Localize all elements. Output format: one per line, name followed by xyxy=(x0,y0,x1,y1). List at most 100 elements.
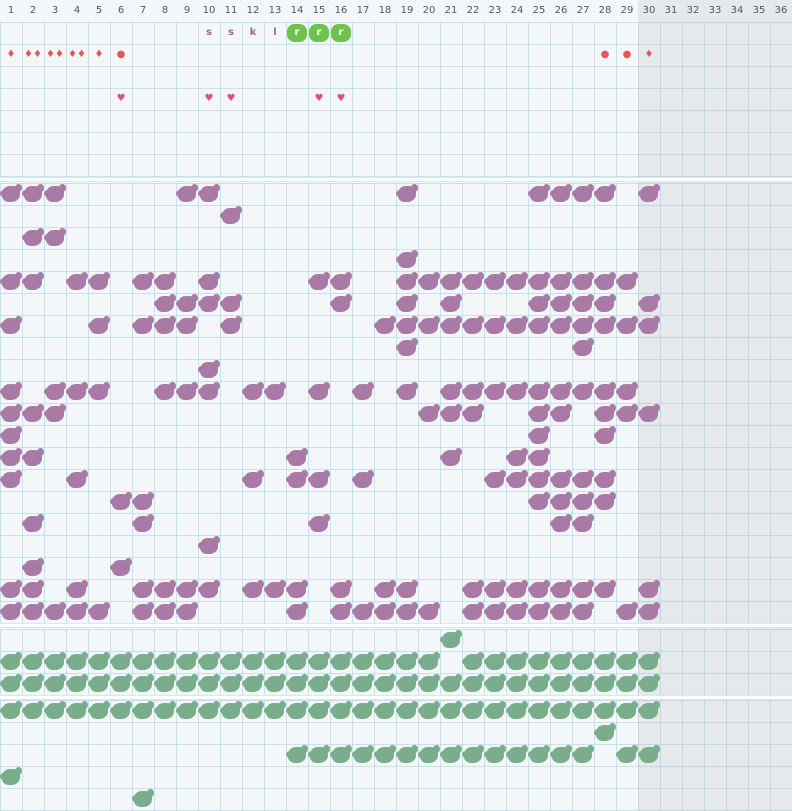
purple-cell[interactable] xyxy=(0,315,22,337)
purple-cell[interactable] xyxy=(22,403,44,425)
teal-cell[interactable] xyxy=(528,673,550,695)
purple-cell[interactable] xyxy=(550,381,572,403)
purple-cell[interactable] xyxy=(550,491,572,513)
purple-cell[interactable] xyxy=(506,381,528,403)
teal-cell[interactable] xyxy=(374,651,396,673)
purple-cell[interactable] xyxy=(154,601,176,623)
purple-cell[interactable] xyxy=(308,271,330,293)
purple-cell[interactable] xyxy=(572,491,594,513)
teal-cell[interactable] xyxy=(286,700,308,722)
marker-cell[interactable]: ♦♦ xyxy=(22,44,44,66)
purple-cell[interactable] xyxy=(22,271,44,293)
teal-cell[interactable] xyxy=(572,744,594,766)
purple-cell[interactable] xyxy=(418,601,440,623)
purple-cell[interactable] xyxy=(396,381,418,403)
purple-cell[interactable] xyxy=(176,293,198,315)
purple-cell[interactable] xyxy=(418,271,440,293)
purple-cell[interactable] xyxy=(440,293,462,315)
teal-cell[interactable] xyxy=(88,673,110,695)
teal-cell[interactable] xyxy=(396,744,418,766)
marker-cell[interactable]: ♥ xyxy=(330,88,352,110)
purple-cell[interactable] xyxy=(594,403,616,425)
teal-cell[interactable] xyxy=(396,673,418,695)
purple-cell[interactable] xyxy=(506,579,528,601)
teal-cell[interactable] xyxy=(198,700,220,722)
marker-cell[interactable]: ♦♦ xyxy=(66,44,88,66)
purple-cell[interactable] xyxy=(594,293,616,315)
teal-cell[interactable] xyxy=(0,700,22,722)
purple-cell[interactable] xyxy=(286,579,308,601)
teal-cell[interactable] xyxy=(308,673,330,695)
purple-cell[interactable] xyxy=(0,271,22,293)
purple-cell[interactable] xyxy=(484,601,506,623)
purple-cell[interactable] xyxy=(132,513,154,535)
purple-cell[interactable] xyxy=(594,381,616,403)
teal-cell[interactable] xyxy=(418,744,440,766)
purple-cell[interactable] xyxy=(572,183,594,205)
purple-cell[interactable] xyxy=(44,183,66,205)
purple-cell[interactable] xyxy=(638,293,660,315)
tag-cell[interactable]: r xyxy=(308,22,330,44)
teal-cell[interactable] xyxy=(352,651,374,673)
purple-cell[interactable] xyxy=(550,601,572,623)
teal-cell[interactable] xyxy=(66,700,88,722)
purple-cell[interactable] xyxy=(198,183,220,205)
purple-cell[interactable] xyxy=(550,469,572,491)
teal-cell[interactable] xyxy=(264,673,286,695)
teal-cell[interactable] xyxy=(308,651,330,673)
teal-cell[interactable] xyxy=(110,673,132,695)
teal-cell[interactable] xyxy=(418,651,440,673)
teal-cell[interactable] xyxy=(572,673,594,695)
purple-cell[interactable] xyxy=(0,403,22,425)
purple-cell[interactable] xyxy=(374,315,396,337)
purple-cell[interactable] xyxy=(22,227,44,249)
purple-cell[interactable] xyxy=(528,183,550,205)
teal-cell[interactable] xyxy=(594,700,616,722)
teal-cell[interactable] xyxy=(44,700,66,722)
teal-cell[interactable] xyxy=(374,673,396,695)
purple-cell[interactable] xyxy=(396,183,418,205)
marker-cell[interactable]: ♦ xyxy=(88,44,110,66)
teal-cell[interactable] xyxy=(396,700,418,722)
purple-cell[interactable] xyxy=(484,469,506,491)
purple-cell[interactable] xyxy=(594,579,616,601)
purple-cell[interactable] xyxy=(616,601,638,623)
purple-cell[interactable] xyxy=(0,425,22,447)
marker-cell[interactable]: ● xyxy=(594,44,616,66)
teal-cell[interactable] xyxy=(484,651,506,673)
purple-cell[interactable] xyxy=(44,601,66,623)
teal-cell[interactable] xyxy=(572,700,594,722)
purple-cell[interactable] xyxy=(132,601,154,623)
marker-cell[interactable]: ♥ xyxy=(308,88,330,110)
teal-cell[interactable] xyxy=(440,629,462,651)
purple-cell[interactable] xyxy=(330,293,352,315)
purple-cell[interactable] xyxy=(418,403,440,425)
letter-cell[interactable]: s xyxy=(198,22,220,44)
teal-cell[interactable] xyxy=(352,744,374,766)
teal-cell[interactable] xyxy=(594,651,616,673)
purple-cell[interactable] xyxy=(462,403,484,425)
teal-cell[interactable] xyxy=(0,673,22,695)
purple-cell[interactable] xyxy=(198,271,220,293)
purple-cell[interactable] xyxy=(44,403,66,425)
purple-cell[interactable] xyxy=(462,271,484,293)
purple-cell[interactable] xyxy=(396,271,418,293)
marker-cell[interactable]: ● xyxy=(616,44,638,66)
purple-cell[interactable] xyxy=(88,315,110,337)
purple-cell[interactable] xyxy=(484,271,506,293)
purple-cell[interactable] xyxy=(220,293,242,315)
purple-cell[interactable] xyxy=(154,293,176,315)
purple-cell[interactable] xyxy=(528,381,550,403)
purple-cell[interactable] xyxy=(88,381,110,403)
purple-cell[interactable] xyxy=(572,337,594,359)
purple-cell[interactable] xyxy=(352,469,374,491)
letter-cell[interactable]: s xyxy=(220,22,242,44)
purple-cell[interactable] xyxy=(506,447,528,469)
purple-cell[interactable] xyxy=(176,315,198,337)
purple-cell[interactable] xyxy=(528,293,550,315)
teal-cell[interactable] xyxy=(418,673,440,695)
teal-cell[interactable] xyxy=(440,744,462,766)
purple-cell[interactable] xyxy=(616,381,638,403)
teal-cell[interactable] xyxy=(506,651,528,673)
purple-cell[interactable] xyxy=(638,315,660,337)
